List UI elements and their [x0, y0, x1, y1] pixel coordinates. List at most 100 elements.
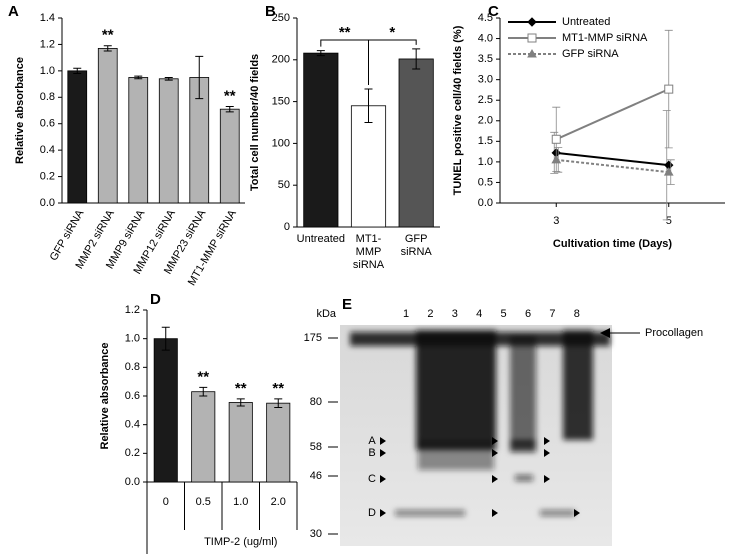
x-tick-label: 1.0 [233, 496, 248, 508]
line [556, 151, 669, 167]
legend-marker [527, 33, 537, 43]
y-tick-label: 1.4 [40, 12, 55, 24]
gel-unit: kDa [316, 308, 336, 320]
y-axis-title: Relative absorbance [99, 343, 111, 450]
error-bar [274, 398, 283, 408]
error-bar [199, 386, 208, 397]
y-tick-label: 2.5 [478, 94, 493, 106]
error-bar [364, 88, 373, 123]
significance-label: ** [224, 88, 236, 105]
y-tick-label: 1.5 [478, 135, 493, 147]
error-bar [225, 106, 234, 113]
y-tick-label: 1.2 [125, 304, 140, 316]
marker [663, 167, 674, 176]
y-tick-label: 250 [272, 12, 290, 24]
y-tick-label: 3.0 [478, 74, 493, 86]
bar [398, 58, 434, 228]
panel-letter: A [8, 3, 19, 20]
lane-label: 7 [549, 308, 555, 320]
y-tick-label: 0.2 [125, 447, 140, 459]
panel-letter: E [342, 296, 352, 313]
bar [228, 402, 253, 483]
error-bar [103, 45, 112, 52]
lane-label: 4 [476, 308, 482, 320]
x-tick-label: GFP siRNA [400, 233, 432, 258]
marker [664, 84, 674, 94]
y-tick-label: 0.6 [125, 390, 140, 402]
y-tick-label: 1.0 [125, 333, 140, 345]
bracket [368, 39, 417, 86]
significance-label: ** [339, 24, 351, 41]
y-tick-label: 0 [284, 221, 290, 233]
y-tick-label: 0.8 [40, 91, 55, 103]
y-tick-label: 1.0 [478, 156, 493, 168]
lane-label: 3 [452, 308, 458, 320]
arrow-label: Procollagen [645, 327, 703, 339]
x-tick-label: 0 [163, 496, 169, 508]
y-tick-label: 4.0 [478, 32, 493, 44]
bar [191, 391, 216, 483]
bar [303, 52, 339, 228]
y-tick-label: 50 [278, 179, 290, 191]
band-label: B [368, 447, 375, 459]
y-tick-label: 0.0 [125, 476, 140, 488]
lane-label: 6 [525, 308, 531, 320]
x-axis-title: Cultivation time (Days) [553, 238, 673, 250]
x-tick-label: 5 [666, 215, 672, 227]
significance-label: ** [197, 368, 209, 385]
error-bar [161, 326, 170, 351]
bar [266, 402, 291, 483]
significance-label: ** [272, 380, 284, 397]
band-label: A [368, 435, 376, 447]
error-bar [195, 55, 204, 100]
gel-image [340, 325, 640, 546]
marker-label: 80 [310, 396, 322, 408]
y-tick-label: 100 [272, 137, 290, 149]
bar [350, 105, 387, 228]
lane-label: 8 [574, 308, 580, 320]
x-tick-label: Untreated [296, 233, 345, 245]
y-tick-label: 0.4 [125, 419, 140, 431]
band-label: C [368, 473, 376, 485]
y-axis-title: TUNEL positive cell/40 fields (%) [452, 25, 464, 195]
x-tick-label: 2.0 [271, 496, 286, 508]
y-axis-title: Total cell number/40 fields [249, 54, 261, 191]
y-tick-label: 3.5 [478, 53, 493, 65]
marker-label: 175 [304, 332, 322, 344]
lane-label: 5 [501, 308, 507, 320]
bar [67, 70, 88, 204]
panel-letter: D [150, 291, 161, 308]
legend-label: Untreated [562, 16, 610, 28]
legend-marker [527, 48, 537, 58]
y-axis-title: Relative absorbance [14, 57, 26, 164]
significance-label: ** [235, 380, 247, 397]
line [556, 158, 669, 174]
y-tick-label: 1.2 [40, 38, 55, 50]
y-tick-label: 0.4 [40, 144, 55, 156]
lane-label: 2 [427, 308, 433, 320]
y-tick-label: 0.5 [478, 176, 493, 188]
y-tick-label: 150 [272, 96, 290, 108]
bar [219, 108, 240, 204]
line [555, 88, 670, 141]
error-bar [164, 76, 173, 81]
error-bar [412, 48, 421, 70]
lane-label: 1 [403, 308, 409, 320]
error-bar [134, 75, 143, 80]
marker [551, 134, 561, 144]
error-bar [73, 67, 82, 74]
significance-label: ** [102, 27, 114, 44]
bar [97, 47, 118, 204]
y-tick-label: 1.0 [40, 65, 55, 77]
x-tick-label: 3 [553, 215, 559, 227]
y-tick-label: 200 [272, 54, 290, 66]
y-tick-label: 2.0 [478, 115, 493, 127]
legend-label: MT1-MMP siRNA [562, 32, 648, 44]
y-tick-label: 0.8 [125, 361, 140, 373]
marker [551, 154, 562, 164]
y-tick-label: 4.5 [478, 12, 493, 24]
legend-label: GFP siRNA [562, 48, 619, 60]
marker-label: 46 [310, 470, 322, 482]
